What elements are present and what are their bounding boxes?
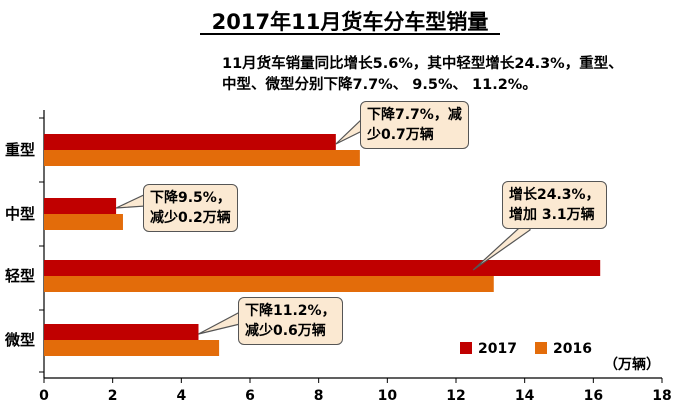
- annotation-heavy: 下降7.7%，减 少0.7万辆: [360, 101, 469, 149]
- category-label: 微型: [4, 331, 35, 349]
- bar-2016-1: [44, 214, 123, 230]
- legend-swatch-2017: [460, 342, 472, 354]
- x-tick-label: 10: [378, 388, 398, 404]
- x-axis-unit-label: （万辆）: [604, 356, 660, 373]
- legend-label-2017: 2017: [478, 341, 517, 357]
- x-tick-label: 14: [515, 388, 535, 404]
- x-tick-label: 2: [108, 388, 118, 404]
- x-tick-label: 4: [176, 388, 186, 404]
- category-label: 中型: [5, 205, 35, 223]
- category-label: 轻型: [5, 267, 35, 285]
- x-tick-label: 6: [245, 388, 255, 404]
- bar-2016-3: [44, 340, 220, 356]
- bar-2016-0: [44, 150, 360, 166]
- category-label: 重型: [5, 141, 35, 159]
- annotation-light-line1: 增长24.3%，: [509, 187, 600, 203]
- annotation-micro-line2: 减少0.6万辆: [245, 323, 326, 339]
- bar-2016-2: [44, 276, 494, 292]
- x-tick-label: 8: [314, 388, 324, 404]
- subtitle-line-2: 中型、微型分别下降7.7%、 9.5%、 11.2%。: [222, 77, 537, 93]
- annotation-pointer-3: [198, 311, 241, 335]
- annotation-medium-line1: 下降9.5%，: [150, 190, 231, 206]
- legend-label-2016: 2016: [553, 341, 592, 357]
- bar-2017-2: [44, 260, 601, 276]
- title-underline: [200, 33, 500, 35]
- annotation-medium-line2: 减少0.2万辆: [150, 210, 231, 226]
- subtitle-line-1: 11月货车销量同比增长5.6%，其中轻型增长24.3%，重型、: [222, 56, 623, 72]
- x-tick-label: 12: [446, 388, 465, 404]
- annotation-medium: 下降9.5%， 减少0.2万辆: [143, 184, 238, 232]
- bar-2017-1: [44, 198, 117, 214]
- annotation-heavy-line2: 少0.7万辆: [367, 127, 434, 143]
- annotation-heavy-line1: 下降7.7%，减: [367, 107, 462, 123]
- annotation-micro: 下降11.2%， 减少0.6万辆: [238, 297, 343, 345]
- annotation-pointer-0: [335, 117, 363, 145]
- annotation-light: 增长24.3%， 增加 3.1万辆: [502, 181, 607, 229]
- annotation-pointer-1: [115, 193, 147, 209]
- chart-title: 2017年11月货车分车型销量: [211, 10, 489, 34]
- x-tick-label: 0: [39, 388, 49, 404]
- annotation-micro-line1: 下降11.2%，: [245, 303, 336, 319]
- x-tick-label: 16: [584, 388, 603, 404]
- bar-2017-3: [44, 324, 199, 340]
- annotation-light-line2: 增加 3.1万辆: [509, 207, 595, 223]
- bar-2017-0: [44, 134, 336, 150]
- x-tick-label: 18: [652, 388, 671, 404]
- legend-swatch-2016: [535, 342, 547, 354]
